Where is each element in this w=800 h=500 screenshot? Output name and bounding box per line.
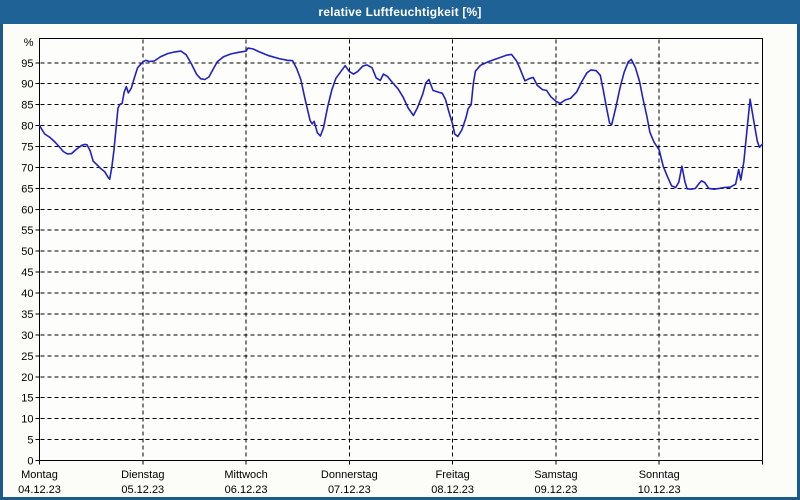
x-day-date-label: 09.12.23 [535,484,578,496]
y-tick-label: 25 [21,351,33,363]
x-day-date-label: 06.12.23 [225,484,268,496]
y-tick-label: 20 [21,372,33,384]
y-tick-label: 5 [27,435,33,447]
y-tick-label: 75 [21,142,33,154]
y-tick-label: 35 [21,309,33,321]
x-day-date-label: 07.12.23 [328,484,371,496]
y-tick-label: 0 [27,456,33,468]
x-day-name-label: Sonntag [639,469,680,481]
y-tick-labels: 0 5 10 15 20 25 30 35 40 45 50 55 60 65 70 75 80 85 90 95 [21,58,33,468]
y-tick-label: 50 [21,246,33,258]
y-axis-unit-label: % [24,37,34,49]
x-day-name-label: Freitag [436,469,470,481]
y-tick-label: 15 [21,393,33,405]
y-tick-label: 40 [21,288,33,300]
x-day-name-label: Montag [21,469,58,481]
x-gridlines [142,39,660,460]
y-tick-label: 85 [21,100,33,112]
x-ticks [39,460,763,465]
y-tick-label: 65 [21,183,33,195]
x-day-name-label: Dienstag [121,469,164,481]
window-title: relative Luftfeuchtigkeit [%] [318,5,482,19]
y-tick-label: 60 [21,204,33,216]
chart-panel: 0 5 10 15 20 25 30 35 40 45 50 55 60 65 70 75 80 85 90 95% M… [3,24,797,497]
x-day-name-label: Samstag [534,469,577,481]
y-tick-label: 45 [21,267,33,279]
x-axis-labels: Montag 04.12.23 Dienstag 05.12.23 Mittwoch 06… [18,469,681,496]
humidity-series-line [38,47,764,190]
x-day-date-label: 04.12.23 [18,484,61,496]
y-tick-label: 90 [21,79,33,91]
y-ticks [35,62,40,461]
x-day-date-label: 10.12.23 [638,484,681,496]
y-tick-label: 95 [21,58,33,70]
y-tick-label: 80 [21,121,33,133]
y-tick-label: 10 [21,414,33,426]
x-day-name-label: Donnerstag [321,469,378,481]
y-tick-label: 30 [21,330,33,342]
titlebar: relative Luftfeuchtigkeit [%] [0,0,800,24]
humidity-line-chart: 0 5 10 15 20 25 30 35 40 45 50 55 60 65 70 75 80 85 90 95% M… [18,37,764,496]
y-tick-label: 55 [21,225,33,237]
x-day-date-label: 08.12.23 [431,484,474,496]
x-day-name-label: Mittwoch [224,469,267,481]
x-day-date-label: 05.12.23 [121,484,164,496]
y-tick-label: 70 [21,162,33,174]
plot-frame [39,38,763,461]
y-gridlines [40,62,762,441]
